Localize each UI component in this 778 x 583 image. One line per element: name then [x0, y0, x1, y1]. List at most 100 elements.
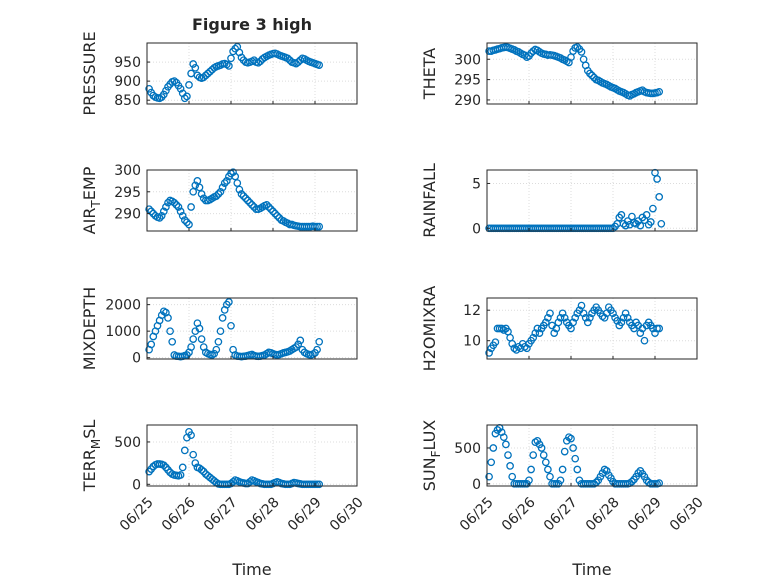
data-point [502, 440, 510, 449]
data-point [541, 318, 550, 327]
data-point [197, 466, 206, 474]
x-tick-label: 06/25 [117, 494, 157, 534]
data-point [588, 71, 596, 80]
data-point [212, 345, 221, 354]
axes-box [146, 42, 358, 105]
data-point [231, 44, 240, 53]
data-point [273, 211, 282, 220]
data-point [523, 344, 531, 353]
data-points [145, 298, 324, 361]
data-point [533, 324, 542, 333]
y-tick-label: 1000 [105, 324, 141, 340]
data-point [571, 313, 580, 322]
y-axis-label: SUNFLUX [420, 420, 443, 492]
data-point [636, 221, 645, 230]
data-point [183, 218, 191, 227]
panel-sun-flux: 0 500 06/25 06/26 06/27 06/28 06/29 06/30 Time SU… [420, 420, 707, 579]
data-point [168, 337, 177, 346]
data-point [315, 480, 324, 489]
data-point [227, 54, 235, 63]
data-point [560, 447, 569, 456]
data-point [621, 221, 630, 230]
data-point [602, 467, 611, 475]
data-point [239, 192, 248, 200]
data-point [210, 349, 219, 358]
data-point [657, 219, 666, 228]
x-axis-label: Time [231, 560, 271, 579]
y-tick-label: 10 [463, 334, 481, 350]
data-point [546, 472, 554, 481]
data-points [485, 301, 664, 357]
x-axis-label: Time [571, 560, 611, 579]
panel-theta: 290 295 300 THETA [420, 42, 698, 109]
data-point [640, 336, 649, 345]
data-point [174, 203, 183, 211]
y-tick-label: 950 [114, 55, 141, 71]
data-point [185, 220, 193, 229]
data-point [147, 207, 156, 216]
data-point [204, 69, 212, 78]
x-tick-label: 06/26 [499, 494, 539, 534]
data-point [214, 190, 223, 198]
data-point [621, 309, 630, 318]
data-point [225, 62, 233, 70]
data-point [569, 318, 577, 327]
data-point [283, 54, 292, 63]
data-point [577, 301, 586, 310]
data-point [256, 57, 265, 66]
data-point [653, 175, 661, 183]
data-point [586, 69, 594, 78]
data-point [187, 203, 195, 211]
data-point [159, 207, 168, 216]
data-point [145, 205, 153, 214]
data-point [218, 314, 227, 322]
x-tick-label: 06/25 [457, 494, 497, 534]
data-point [267, 205, 275, 214]
data-point [655, 324, 664, 333]
data-point [567, 434, 575, 443]
data-point [628, 477, 636, 486]
data-point [185, 81, 193, 89]
data-point [157, 211, 166, 220]
data-point [508, 339, 517, 348]
data-point [550, 329, 559, 337]
y-tick-label: 900 [114, 74, 141, 90]
data-point [499, 433, 508, 442]
data-point [600, 313, 609, 322]
data-point [170, 77, 179, 85]
data-point [569, 444, 577, 452]
data-point [183, 92, 191, 101]
data-point [225, 298, 233, 306]
data-point [556, 313, 565, 322]
data-point [491, 338, 500, 347]
data-point [623, 313, 632, 322]
data-point [579, 309, 588, 318]
data-point [218, 183, 227, 192]
data-point [571, 454, 580, 463]
axes-box [486, 42, 698, 105]
y-tick-label: 0 [132, 351, 141, 367]
data-point [216, 327, 225, 336]
y-axis-label: MIXDEPTH [80, 287, 99, 370]
panel-h2omixra: 10 12 H2OMIXRA [420, 286, 698, 371]
data-point [531, 329, 540, 337]
data-point [506, 333, 514, 342]
axes-box [146, 297, 358, 360]
y-tick-label: 2000 [105, 298, 141, 314]
data-point [539, 451, 548, 459]
data-point [159, 90, 168, 99]
data-point [493, 426, 502, 434]
data-point [176, 207, 185, 216]
data-point [155, 214, 164, 222]
y-tick-label: 290 [454, 93, 481, 109]
data-point [586, 313, 594, 322]
data-point [189, 335, 198, 343]
x-tick-label: 06/30 [667, 494, 707, 534]
data-point [529, 333, 538, 342]
data-point [638, 86, 647, 95]
data-point [617, 211, 626, 219]
axes-box [146, 424, 358, 487]
y-tick-label: 290 [114, 207, 141, 223]
data-point [187, 431, 195, 440]
data-point [201, 71, 210, 80]
